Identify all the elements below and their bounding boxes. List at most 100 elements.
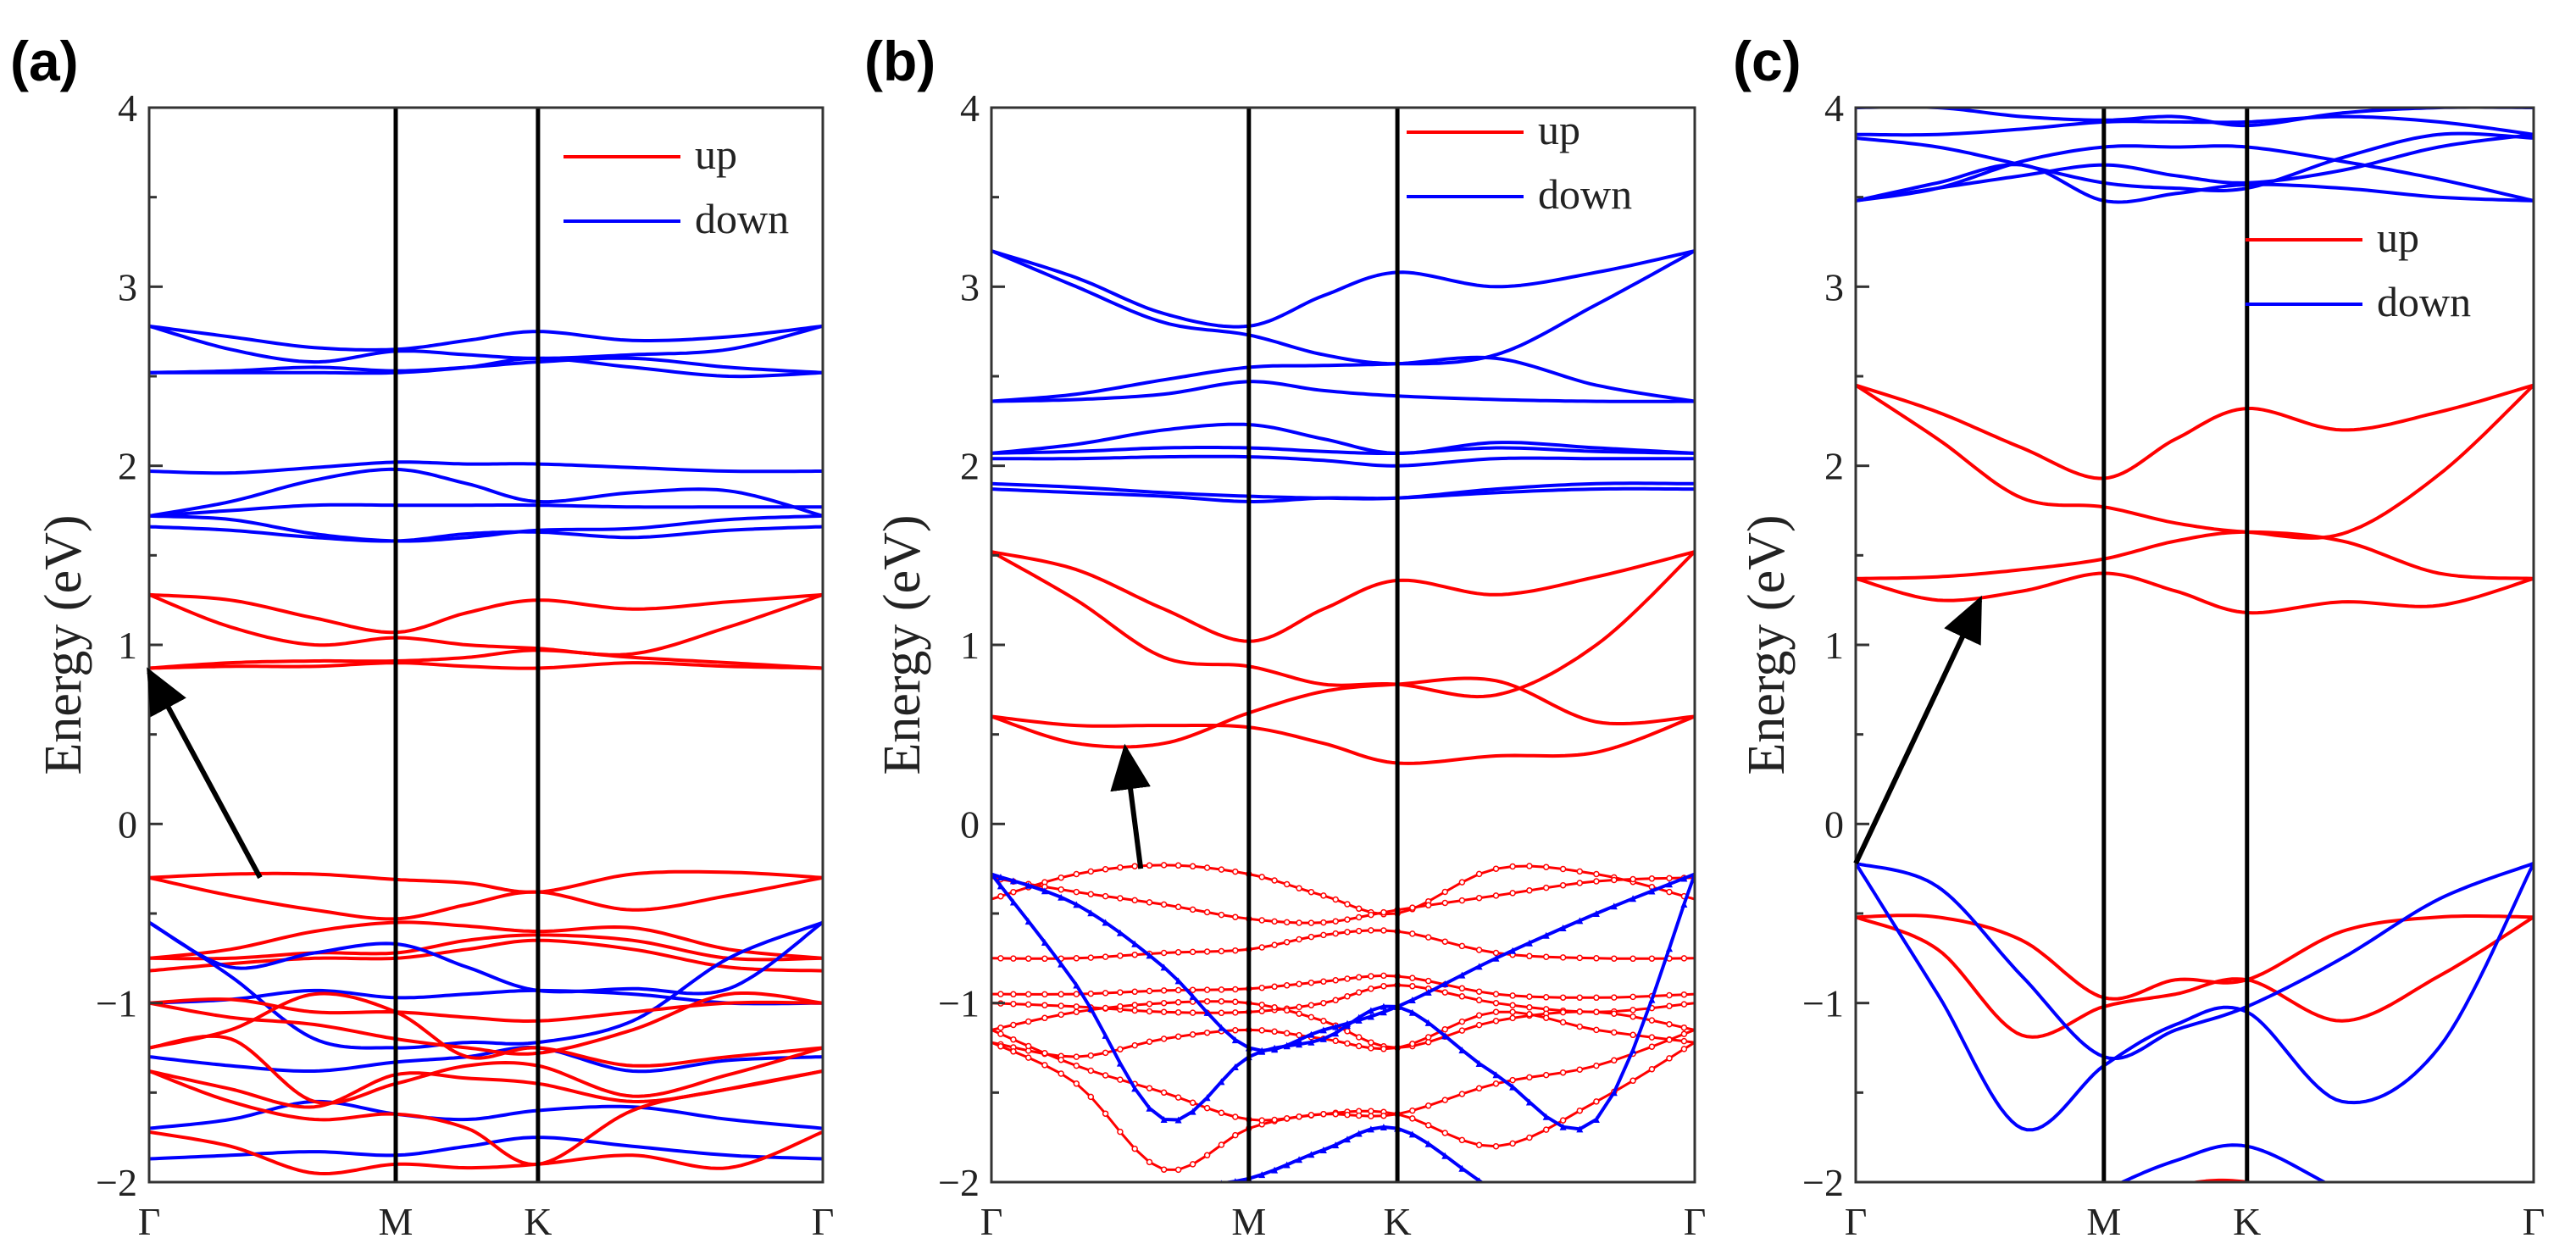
x-tick-label: K (2233, 1200, 2261, 1243)
y-tick-label: 2 (1824, 445, 1844, 488)
band-down-0 (991, 249, 1695, 329)
band-up-6 (1856, 383, 2534, 480)
band-down-4 (149, 460, 823, 475)
band-down-2 (1856, 131, 2534, 192)
band-up-13 (149, 869, 823, 894)
y-tick-label: 4 (1824, 86, 1844, 130)
band-down-4 (991, 422, 1695, 455)
band-up-27 (149, 1034, 823, 1105)
band-down-1 (1856, 114, 2534, 137)
y-tick-label: 3 (1824, 265, 1844, 308)
legend-label-up: up (695, 130, 737, 178)
band-down-23 (991, 873, 1695, 1133)
band-down-18 (149, 920, 823, 996)
band-down-23 (149, 1136, 823, 1161)
y-tick-label: 1 (960, 624, 980, 667)
band-down-3 (1856, 144, 2534, 203)
band-down-2 (991, 355, 1695, 403)
y-axis-title: Energy (eV) (35, 514, 92, 775)
band-up-29 (149, 1069, 823, 1167)
y-axis-title: Energy (eV) (1738, 514, 1796, 775)
legend-label-up: up (1538, 106, 1580, 153)
band-up-17 (149, 938, 823, 973)
band-down-20 (149, 988, 823, 1006)
band-down-22 (991, 872, 1695, 1054)
y-tick-label: 1 (118, 624, 137, 667)
x-tick-label: Γ (2523, 1200, 2545, 1243)
band-down-0 (149, 324, 823, 352)
legend: up down (564, 130, 789, 242)
band-down-8 (149, 525, 823, 543)
band-down-24 (997, 1124, 1688, 1182)
band-down-3 (149, 356, 823, 379)
transition-arrow (1110, 743, 1151, 869)
band-up-11 (149, 648, 823, 670)
y-tick-label: −2 (96, 1161, 137, 1204)
band-up-15 (991, 927, 1695, 963)
y-tick-label: 2 (960, 445, 980, 488)
panel-label: (a) (10, 30, 79, 92)
y-tick-label: −1 (938, 982, 980, 1025)
panel-label: (b) (864, 30, 935, 92)
transition-arrow (147, 667, 263, 880)
band-down-7 (149, 514, 823, 543)
x-tick-label: K (524, 1200, 552, 1243)
x-tick-label: K (1383, 1200, 1411, 1243)
band-down-22 (149, 1099, 823, 1130)
y-tick-label: 0 (960, 802, 980, 846)
band-up-8 (1856, 530, 2534, 580)
band-up-10 (991, 550, 1695, 699)
panel-label: (c) (1733, 30, 1802, 92)
y-tick-label: −2 (938, 1161, 980, 1204)
band-up-11 (1856, 915, 2534, 1039)
band-down-19 (149, 920, 823, 1050)
x-tick-label: Γ (812, 1200, 835, 1243)
band-down-5 (991, 446, 1695, 455)
y-tick-label: 1 (1824, 624, 1844, 667)
band-down-5 (149, 467, 823, 518)
y-tick-label: 3 (118, 265, 137, 308)
band-up-20 (991, 1041, 1695, 1174)
band-up-26 (149, 991, 823, 1068)
band-down-6 (991, 454, 1695, 468)
band-down-4 (1856, 163, 2534, 204)
bands (149, 324, 823, 1175)
legend-label-down: down (1538, 170, 1632, 218)
band-down-6 (149, 503, 823, 518)
y-tick-label: −1 (1802, 982, 1844, 1025)
band-down-3 (991, 380, 1695, 403)
band-up-10 (149, 592, 823, 657)
band-up-24 (149, 997, 823, 1023)
y-tick-label: 2 (118, 445, 137, 488)
band-up-13 (991, 862, 1695, 918)
band-up-9 (149, 592, 823, 635)
band-down-13 (1856, 862, 2534, 1132)
y-tick-label: −1 (96, 982, 137, 1025)
band-down-12 (1856, 861, 2534, 1061)
band-up-10 (1856, 913, 2534, 1001)
band-down-14 (2118, 1143, 2329, 1182)
x-tick-label: Γ (980, 1200, 1003, 1243)
band-up-12 (991, 676, 1695, 749)
y-axis-title: Energy (eV) (874, 514, 931, 775)
legend: up down (2246, 214, 2471, 325)
x-tick-label: Γ (138, 1200, 161, 1243)
y-tick-label: 3 (960, 265, 980, 308)
x-tick-label: M (1231, 1200, 1266, 1243)
band-up-7 (1856, 383, 2534, 540)
y-tick-label: 4 (960, 86, 980, 130)
band-down-1 (991, 249, 1695, 366)
band-up-9 (991, 550, 1695, 643)
band-down-1 (149, 324, 823, 364)
y-tick-label: 0 (118, 802, 137, 846)
y-tick-label: 4 (118, 86, 137, 130)
x-tick-label: Γ (1684, 1200, 1707, 1243)
legend-label-down: down (695, 195, 789, 242)
x-tick-label: Γ (1845, 1200, 1868, 1243)
y-tick-label: −2 (1802, 1161, 1844, 1204)
band-up-16 (991, 972, 1695, 1002)
band-up-9 (1856, 571, 2534, 615)
